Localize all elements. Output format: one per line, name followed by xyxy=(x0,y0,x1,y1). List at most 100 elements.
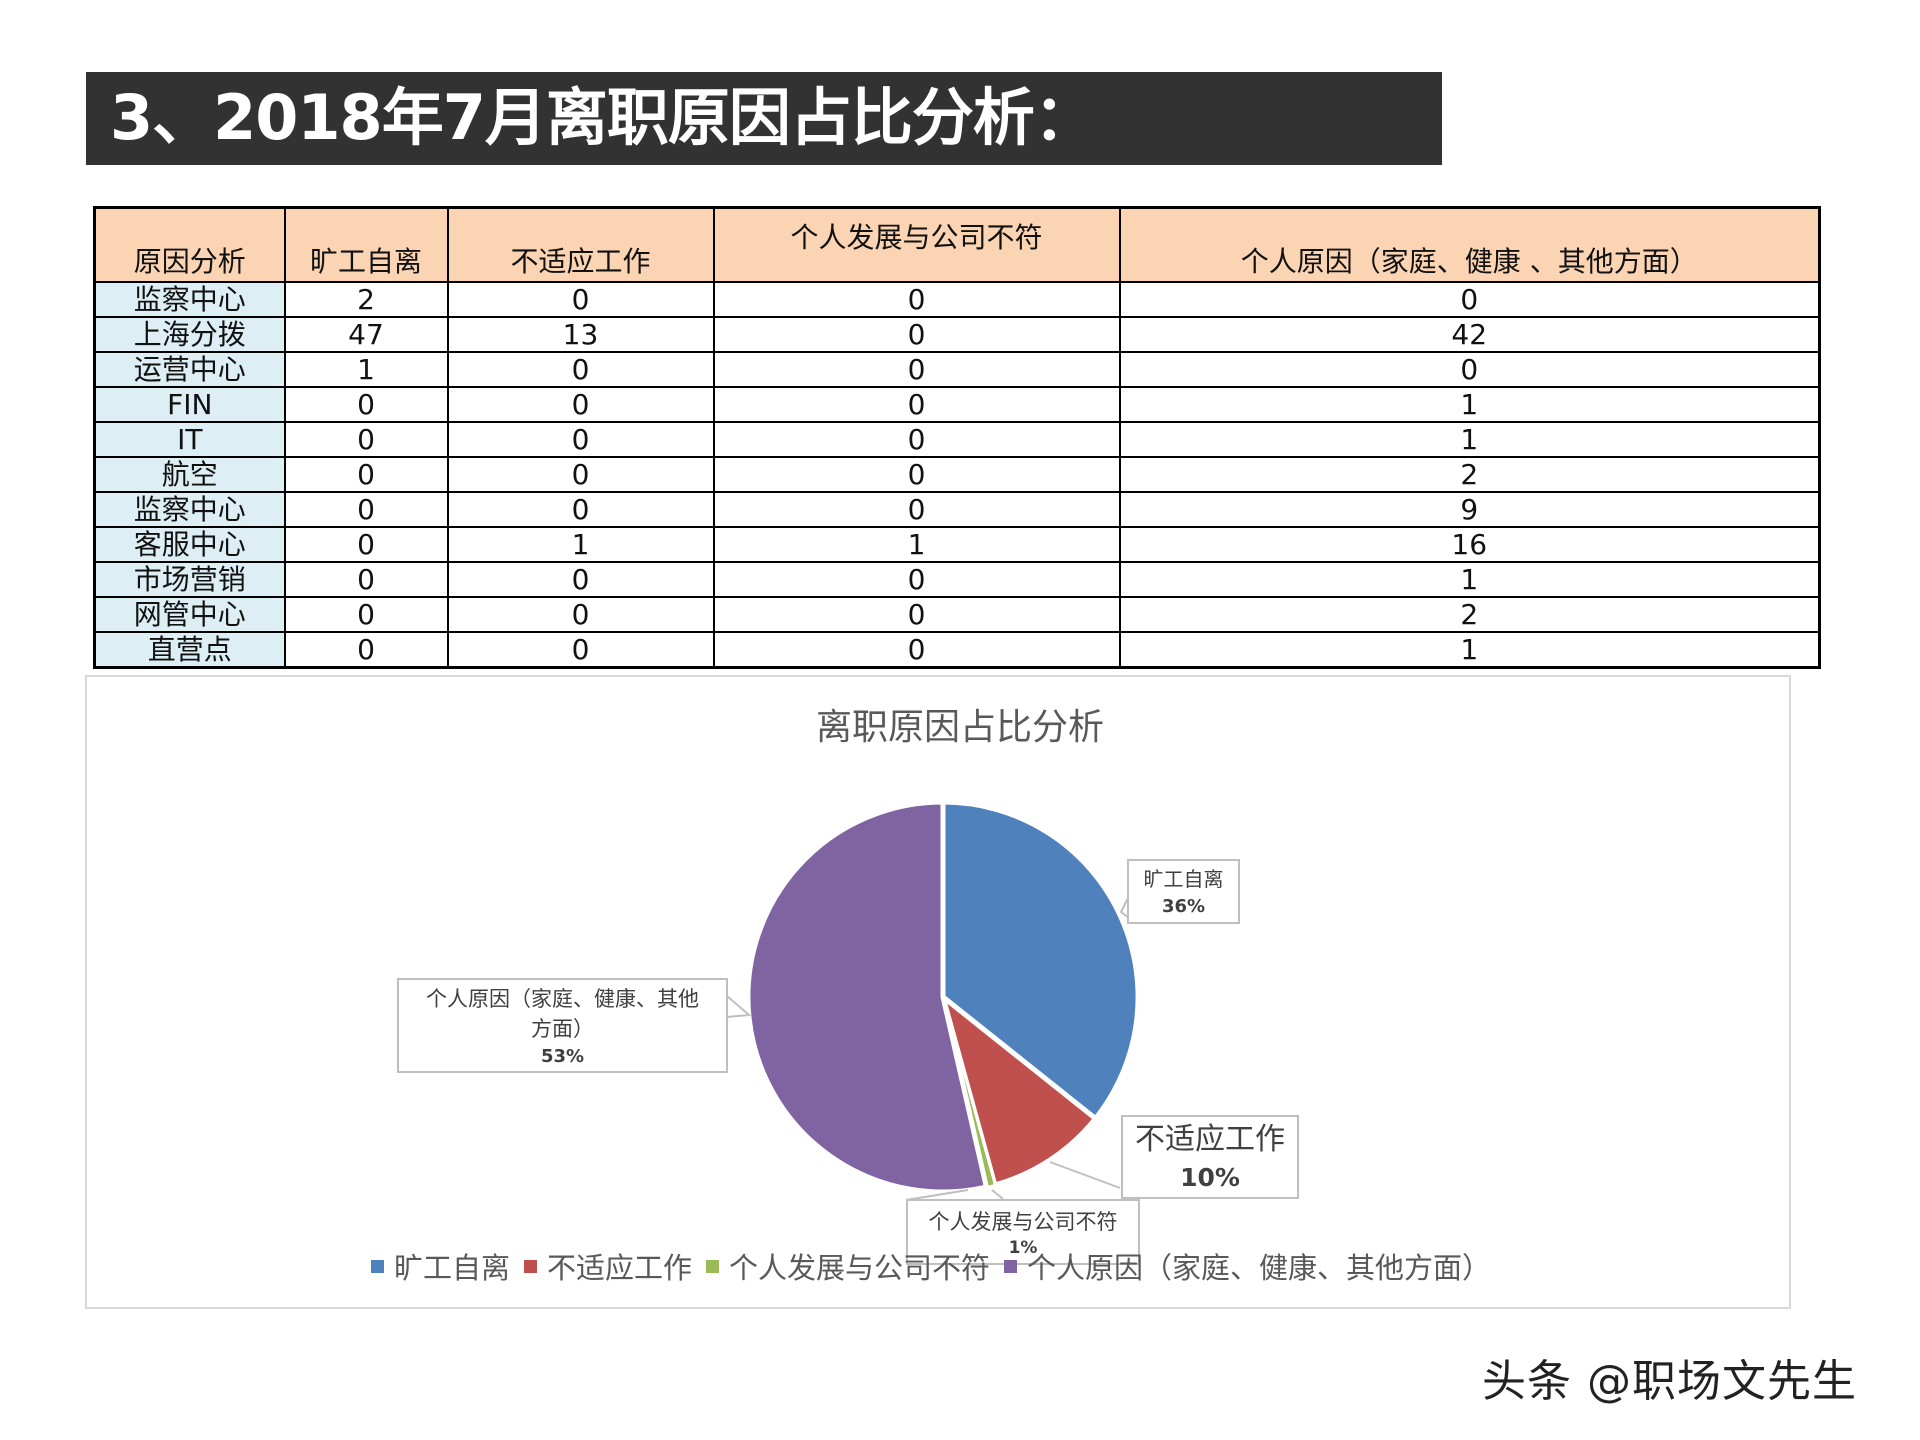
slice-personal[interactable] xyxy=(745,799,989,1195)
cell-absent: 0 xyxy=(283,525,449,563)
cell-absent: 0 xyxy=(283,455,449,493)
cell-personal: 1 xyxy=(1118,420,1821,458)
table-row: 监察中心 2 0 0 0 xyxy=(93,280,1821,318)
legend-swatch-icon xyxy=(371,1259,384,1273)
leader-line-career-left xyxy=(905,1189,969,1201)
cell-career: 0 xyxy=(712,490,1121,528)
cell-personal: 16 xyxy=(1118,525,1821,563)
cell-unfit: 1 xyxy=(446,525,715,563)
cell-personal: 1 xyxy=(1118,560,1821,598)
data-label-personal: 个人原因（家庭、健康、其他 方面） 53% xyxy=(397,978,728,1073)
legend-label: 个人发展与公司不符 xyxy=(729,1251,991,1285)
table-row: 监察中心 0 0 0 9 xyxy=(93,490,1821,528)
table-row: 运营中心 1 0 0 0 xyxy=(93,350,1821,388)
slice-unfit[interactable] xyxy=(940,994,1098,1188)
label-percent: 10% xyxy=(1180,1163,1240,1192)
table-row: 网管中心 0 0 0 2 xyxy=(93,595,1821,633)
data-label-unfit: 不适应工作 10% xyxy=(1121,1115,1299,1199)
leader-line-unfit xyxy=(1049,1161,1121,1189)
row-dept: 上海分拨 xyxy=(93,315,286,353)
chart-title: 离职原因占比分析 xyxy=(815,707,1104,748)
row-dept: 运营中心 xyxy=(93,350,286,388)
cell-unfit: 0 xyxy=(446,385,715,423)
legend-item-personal[interactable]: 个人原因（家庭、健康、其他方面） xyxy=(1004,1245,1491,1287)
cell-personal: 0 xyxy=(1118,280,1821,318)
row-dept: 航空 xyxy=(93,455,286,493)
section-title-bar: 3、2018年7月离职原因占比分析： xyxy=(86,72,1442,165)
legend-swatch-icon xyxy=(524,1259,538,1273)
cell-career: 0 xyxy=(712,630,1121,668)
table-row: 市场营销 0 0 0 1 xyxy=(93,560,1821,598)
cell-personal: 1 xyxy=(1118,385,1821,423)
cell-absent: 0 xyxy=(283,420,449,458)
table-row: 直营点 0 0 0 1 xyxy=(93,630,1821,668)
cell-unfit: 0 xyxy=(446,455,715,493)
cell-career: 0 xyxy=(712,595,1121,633)
resignation-reason-table: 原因分析 旷工自离 不适应工作 个人发展与公司不符 个人原因（家庭、健康 、其他… xyxy=(93,206,1821,669)
label-percent: 53% xyxy=(540,1046,585,1067)
section-title: 3、2018年7月离职原因占比分析： xyxy=(110,81,1096,154)
label-name-line1: 个人原因（家庭、健康、其他 xyxy=(426,987,699,1011)
table-row: IT 0 0 0 1 xyxy=(93,420,1821,458)
cell-unfit: 0 xyxy=(446,630,715,668)
legend-swatch-icon xyxy=(1004,1259,1018,1273)
label-percent: 36% xyxy=(1161,896,1206,917)
label-name: 个人发展与公司不符 xyxy=(928,1210,1118,1234)
cell-absent: 0 xyxy=(283,490,449,528)
legend-label: 不适应工作 xyxy=(547,1251,693,1285)
legend-item-absent[interactable]: 旷工自离 xyxy=(371,1245,510,1287)
chart-legend: 旷工自离 不适应工作 个人发展与公司不符 个人原因（家庭、健康、其他方面） xyxy=(371,1246,1505,1286)
row-dept: 客服中心 xyxy=(93,525,286,563)
legend-label: 个人原因（家庭、健康、其他方面） xyxy=(1027,1251,1492,1285)
cell-unfit: 0 xyxy=(446,280,715,318)
header-career-mismatch: 个人发展与公司不符 xyxy=(712,206,1121,283)
cell-absent: 0 xyxy=(283,560,449,598)
label-name: 不适应工作 xyxy=(1135,1122,1285,1157)
legend-label: 旷工自离 xyxy=(394,1251,511,1285)
row-dept: 网管中心 xyxy=(93,595,286,633)
data-label-absent: 旷工自离 36% xyxy=(1127,859,1240,924)
data-label-career-mismatch: 个人发展与公司不符 1% xyxy=(906,1199,1140,1265)
cell-personal: 2 xyxy=(1118,595,1821,633)
cell-career: 0 xyxy=(712,350,1121,388)
cell-career: 0 xyxy=(712,455,1121,493)
label-name: 旷工自离 xyxy=(1143,867,1224,891)
cell-absent: 0 xyxy=(283,595,449,633)
cell-career: 0 xyxy=(712,560,1121,598)
cell-absent: 0 xyxy=(283,630,449,668)
slice-absent[interactable] xyxy=(940,799,1141,1122)
table-row: FIN 0 0 0 1 xyxy=(93,385,1821,423)
cell-unfit: 13 xyxy=(446,315,715,353)
header-absent: 旷工自离 xyxy=(283,206,449,283)
table-row: 上海分拨 47 13 0 42 xyxy=(93,315,1821,353)
cell-unfit: 0 xyxy=(446,595,715,633)
table-row: 航空 0 0 0 2 xyxy=(93,455,1821,493)
cell-career: 0 xyxy=(712,280,1121,318)
label-name-line2: 方面） xyxy=(531,1017,594,1041)
cell-absent: 1 xyxy=(283,350,449,388)
table-row: 客服中心 0 1 1 16 xyxy=(93,525,1821,563)
legend-item-unfit[interactable]: 不适应工作 xyxy=(524,1245,692,1287)
cell-unfit: 0 xyxy=(446,420,715,458)
row-dept: 监察中心 xyxy=(93,490,286,528)
leader-line-career xyxy=(991,1189,1004,1200)
cell-personal: 1 xyxy=(1118,630,1821,668)
cell-absent: 47 xyxy=(283,315,449,353)
cell-career: 0 xyxy=(712,385,1121,423)
row-dept: 市场营销 xyxy=(93,560,286,598)
legend-item-career-mismatch[interactable]: 个人发展与公司不符 xyxy=(706,1245,990,1287)
row-dept: 监察中心 xyxy=(93,280,286,318)
legend-swatch-icon xyxy=(706,1259,720,1273)
table-header-row: 原因分析 旷工自离 不适应工作 个人发展与公司不符 个人原因（家庭、健康 、其他… xyxy=(93,206,1821,283)
cell-personal: 42 xyxy=(1118,315,1821,353)
row-dept: IT xyxy=(93,420,286,458)
cell-personal: 2 xyxy=(1118,455,1821,493)
cell-career: 0 xyxy=(712,420,1121,458)
cell-absent: 2 xyxy=(283,280,449,318)
cell-personal: 9 xyxy=(1118,490,1821,528)
watermark: 头条 @职场文先生 xyxy=(1482,1356,1857,1407)
cell-unfit: 0 xyxy=(446,350,715,388)
row-dept: FIN xyxy=(93,385,286,423)
cell-career: 1 xyxy=(712,525,1121,563)
